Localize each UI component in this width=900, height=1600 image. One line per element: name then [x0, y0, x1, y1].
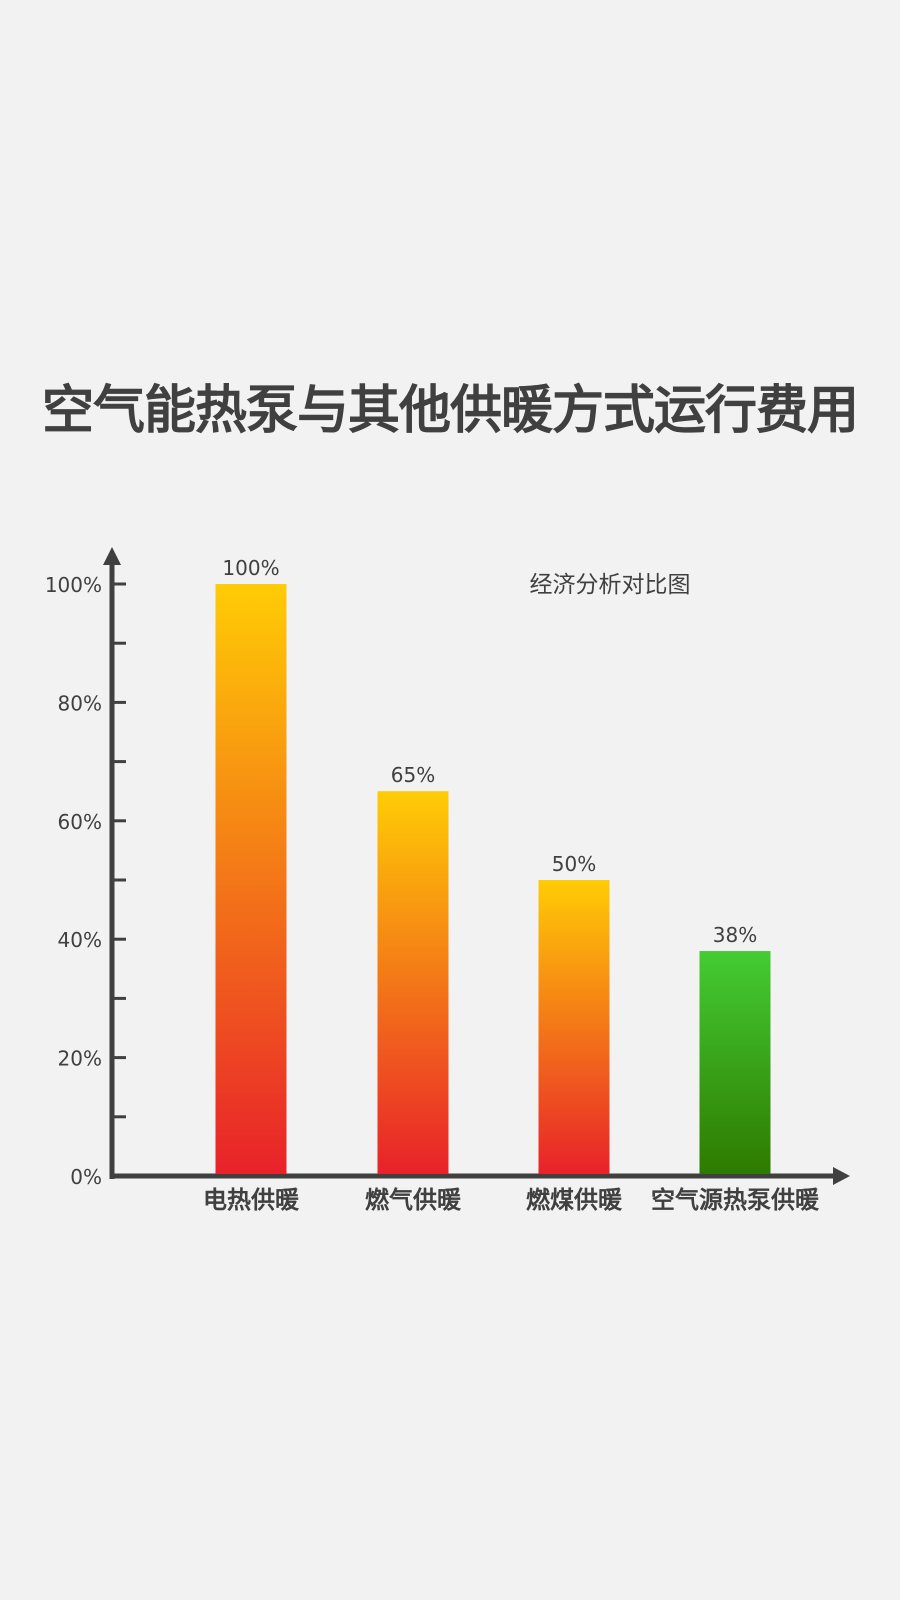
data-label: 38%: [713, 923, 757, 947]
y-tick-label: 100%: [45, 573, 102, 597]
x-axis-arrow: [833, 1167, 850, 1185]
x-tick-label: 燃煤供暖: [526, 1186, 623, 1214]
bar: [699, 951, 771, 1174]
bar: [215, 584, 287, 1174]
x-tick-label: 空气源热泵供暖: [651, 1186, 820, 1214]
y-axis-arrow: [103, 547, 121, 565]
data-label: 100%: [222, 556, 279, 580]
x-tick-label: 电热供暖: [203, 1186, 300, 1214]
y-tick-label: 80%: [58, 691, 102, 715]
x-tick-label: 燃气供暖: [365, 1186, 462, 1214]
bar: [377, 791, 449, 1174]
y-tick-label: 0%: [70, 1165, 102, 1189]
y-tick-label: 40%: [58, 928, 102, 952]
y-tick-label: 20%: [58, 1047, 102, 1071]
y-tick-label: 60%: [58, 810, 102, 834]
chart-subtitle: 经济分析对比图: [530, 572, 691, 598]
chart-title: 空气能热泵与其他供暖方式运行费用: [41, 381, 859, 441]
bar: [538, 880, 610, 1174]
data-label: 65%: [391, 763, 435, 787]
data-label: 50%: [552, 852, 596, 876]
